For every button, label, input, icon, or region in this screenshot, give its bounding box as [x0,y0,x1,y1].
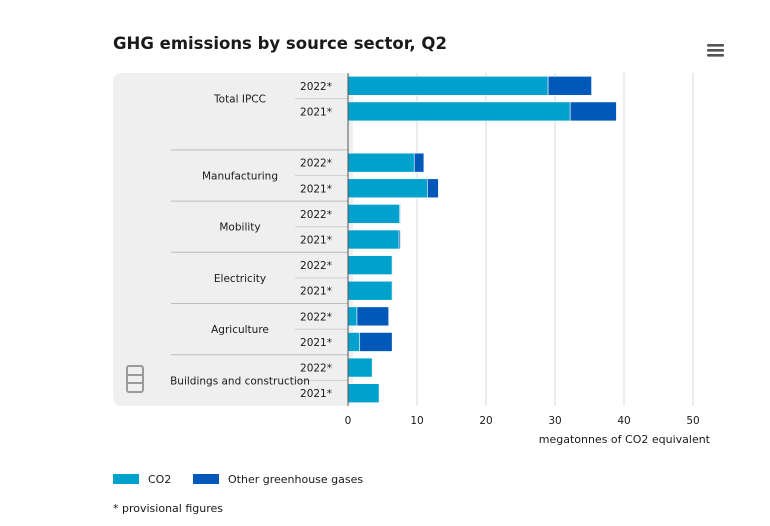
bar-total-ipcc-co2[interactable] [347,76,549,96]
bar-mobility-other-gases[interactable] [398,229,401,250]
bar-electricity-co2[interactable] [347,280,393,301]
bar-agriculture-co2[interactable] [347,306,358,327]
gridlines [416,73,694,406]
x-axis-label: megatonnes of CO2 equivalent [539,433,711,446]
category-panel [113,73,353,406]
category-label-total-ipcc: Total IPCC [213,94,266,106]
footnote: * provisional figures [113,502,223,515]
year-label: 2022* [300,363,332,375]
hamburger-menu-icon[interactable] [707,44,724,57]
group-separators [171,98,348,381]
year-label: 2021* [300,337,332,349]
year-label: 2021* [300,388,332,400]
bar-manufacturing-other-gases[interactable] [427,178,439,199]
legend-item-other[interactable]: Other greenhouse gases [193,473,363,486]
year-label: 2022* [300,81,332,93]
category-label-buildings-and-construction: Buildings and construction [170,375,310,387]
bar-buildings-and-construction-co2[interactable] [347,383,380,403]
menu-line-top [707,44,724,47]
x-tick-label: 20 [479,415,492,427]
x-tick-labels: 0 10 20 30 40 50 [345,415,700,427]
menu-button[interactable] [704,41,728,59]
year-label: 2021* [300,235,332,247]
cbs-logo-icon [126,365,144,393]
x-tick-label: 40 [617,415,630,427]
bar-agriculture-other-gases[interactable] [359,332,393,352]
year-label: 2021* [300,106,332,118]
category-labels: Total IPCC 2022* 2021* Manufacturing 2022* 20… [170,81,332,400]
category-label-electricity: Electricity [214,273,266,285]
bars [347,76,617,403]
legend-swatch-co2 [113,474,139,484]
bar-electricity-other-gases[interactable] [391,280,394,301]
category-label-mobility: Mobility [219,222,260,234]
bar-mobility-other-gases[interactable] [399,204,401,224]
year-label: 2022* [300,260,332,272]
bar-mobility-co2[interactable] [347,204,401,224]
category-label-agriculture: Agriculture [211,324,269,336]
bar-total-ipcc-other-gases[interactable] [569,101,617,122]
bar-manufacturing-co2[interactable] [347,152,415,173]
bar-manufacturing-other-gases[interactable] [413,152,425,173]
legend-label-co2: CO2 [148,473,171,486]
bar-manufacturing-co2[interactable] [347,178,428,199]
legend-label-other: Other greenhouse gases [228,473,363,486]
logo-frame [126,365,144,393]
bar-buildings-and-construction-co2[interactable] [347,357,373,378]
category-label-manufacturing: Manufacturing [202,170,278,182]
x-tick-label: 50 [686,415,699,427]
legend-item-co2[interactable]: CO2 [113,473,171,486]
year-label: 2021* [300,183,332,195]
x-tick-label: 10 [410,415,423,427]
chart-title: GHG emissions by source sector, Q2 [113,34,447,53]
x-tick-label: 30 [548,415,561,427]
bar-mobility-co2[interactable] [347,229,400,250]
year-label: 2022* [300,311,332,323]
menu-line-middle [707,49,724,52]
year-label: 2022* [300,209,332,221]
legend: CO2 Other greenhouse gases [113,473,363,486]
year-label: 2022* [300,158,332,170]
bar-electricity-other-gases[interactable] [391,255,394,275]
x-tick-label: 0 [345,415,352,427]
year-label: 2021* [300,286,332,298]
bar-agriculture-co2[interactable] [347,332,361,352]
bar-total-ipcc-other-gases[interactable] [547,76,592,96]
bar-total-ipcc-co2[interactable] [347,101,571,122]
menu-line-bottom [707,54,724,57]
bar-electricity-co2[interactable] [347,255,393,275]
legend-swatch-other [193,474,219,484]
bar-agriculture-other-gases[interactable] [356,306,390,327]
